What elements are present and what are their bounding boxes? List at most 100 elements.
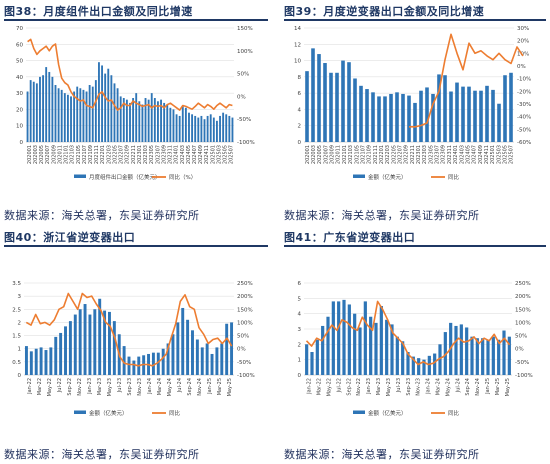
bar — [107, 68, 110, 142]
bar — [76, 86, 79, 142]
bar — [59, 332, 63, 375]
x-tick-label: 202303 — [422, 145, 428, 164]
bar — [197, 117, 200, 142]
bar — [502, 330, 506, 375]
bar — [32, 81, 35, 142]
bar — [156, 352, 160, 375]
x-tick-label: 202309 — [441, 145, 447, 164]
x-tick-label: 202403 — [180, 145, 186, 164]
y-right-tick-label: -100% — [237, 140, 255, 146]
bar — [411, 356, 415, 375]
x-tick-label: 202305 — [149, 145, 155, 164]
x-tick-label: Mar-25 — [217, 378, 223, 395]
bar — [176, 322, 180, 375]
figure-41-title: 图41：广东省逆变器出口 — [284, 231, 416, 244]
x-tick-label: Nov-22 — [356, 378, 362, 396]
y-left-tick-label: 0 — [298, 140, 302, 146]
legend-bar-swatch — [74, 174, 86, 178]
bar — [475, 338, 479, 375]
y-left-tick-label: 3 — [18, 294, 22, 300]
bar — [422, 359, 426, 375]
y-left-tick-label: 0 — [298, 373, 302, 379]
x-tick-label: May-22 — [327, 378, 333, 396]
bar — [228, 115, 231, 142]
x-tick-label: 202301 — [137, 145, 143, 164]
bar — [35, 83, 38, 142]
legend-bar-swatch — [353, 410, 365, 414]
bar — [175, 114, 178, 142]
y-left-tick-label: 0 — [18, 373, 22, 379]
x-tick-label: 202409 — [478, 145, 484, 164]
bar — [491, 336, 495, 375]
y-right-tick-label: 100% — [237, 320, 253, 326]
figure-38-title: 图38：月度组件出口金额及同比增速 — [4, 5, 193, 18]
y-right-tick-label: 0% — [515, 347, 524, 353]
bar — [45, 67, 48, 142]
bar — [455, 82, 459, 142]
x-tick-label: 202401 — [453, 145, 459, 164]
bar — [205, 343, 209, 375]
x-tick-label: 202209 — [404, 145, 410, 164]
bar — [70, 96, 72, 142]
x-tick-label: Nov-24 — [475, 378, 481, 396]
legend-line-label: 同比 — [448, 409, 460, 417]
bar — [479, 90, 483, 142]
y-right-tick-label: 250% — [237, 281, 253, 287]
y-left-tick-label: 40 — [16, 75, 23, 81]
x-tick-label: Jan-24 — [426, 378, 432, 395]
bar — [160, 99, 162, 142]
y-left-tick-label: 6 — [298, 281, 302, 287]
bar — [141, 104, 144, 142]
bar — [93, 309, 97, 375]
x-tick-label: 202405 — [186, 145, 192, 164]
x-tick-label: May-25 — [227, 378, 233, 396]
legend-bar-label: 金额（亿美元） — [368, 173, 407, 181]
bar — [101, 65, 103, 142]
x-tick-label: 202107 — [360, 145, 366, 164]
figure-39-rule — [284, 19, 546, 21]
bar — [64, 326, 67, 375]
bar — [104, 73, 107, 142]
figure-41-rule — [284, 245, 546, 247]
yoy-line — [305, 300, 511, 366]
bar — [135, 93, 138, 142]
bar — [231, 117, 234, 142]
x-tick-label: Jul-24 — [177, 378, 183, 393]
bar — [82, 89, 85, 142]
bar — [427, 355, 431, 375]
x-tick-label: Sep-24 — [187, 378, 193, 396]
bar — [181, 106, 184, 142]
bar — [122, 346, 126, 375]
bar — [365, 89, 369, 142]
y-right-tick-label: 0% — [237, 347, 246, 353]
bar — [329, 72, 333, 142]
bar — [497, 339, 501, 375]
bar — [49, 347, 53, 375]
bar — [220, 343, 224, 375]
bar — [470, 336, 474, 375]
bar — [395, 336, 399, 375]
x-tick-label: 202103 — [70, 145, 76, 164]
bar — [206, 115, 209, 142]
bar — [186, 319, 190, 375]
x-tick-label: Mar-25 — [495, 378, 501, 395]
bar — [138, 101, 141, 142]
bar — [194, 115, 197, 142]
legend-line-label: 同比 — [448, 173, 460, 181]
x-tick-label: 202209 — [125, 145, 131, 164]
y-left-tick-label: 6 — [298, 91, 302, 97]
x-tick-label: 202101 — [342, 145, 348, 164]
x-tick-label: Nov-23 — [416, 378, 422, 396]
y-left-tick-label: 12 — [294, 42, 301, 48]
bar — [347, 304, 351, 375]
bar — [359, 85, 363, 142]
x-tick-label: Jul-22 — [336, 378, 342, 393]
bar — [48, 71, 51, 142]
legend-line-label: 同比 — [169, 409, 181, 417]
x-tick-label: 202311 — [447, 145, 453, 164]
bar — [122, 98, 125, 142]
bar — [108, 311, 111, 375]
bar — [79, 88, 82, 142]
x-tick-label: 202507 — [509, 145, 515, 164]
bar — [24, 346, 28, 375]
